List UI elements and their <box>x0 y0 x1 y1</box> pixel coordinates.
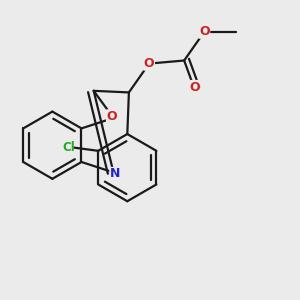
Text: N: N <box>110 167 120 181</box>
Text: O: O <box>199 25 210 38</box>
Text: O: O <box>189 80 200 94</box>
Text: O: O <box>106 110 117 123</box>
Text: Cl: Cl <box>62 141 75 154</box>
Text: O: O <box>144 57 154 70</box>
